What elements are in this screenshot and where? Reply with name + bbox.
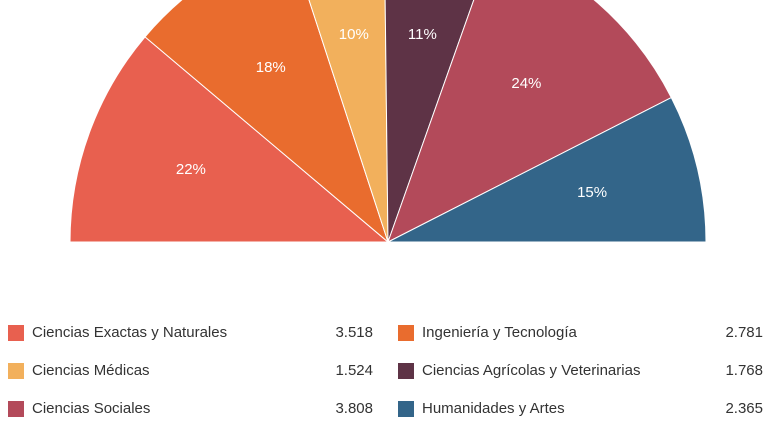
- legend-label: Ciencias Agrícolas y Veterinarias: [422, 362, 640, 379]
- slice-label: 11%: [408, 26, 437, 43]
- legend-swatch: [8, 325, 24, 341]
- pie-slice: [387, 0, 673, 244]
- legend-label: Ciencias Sociales: [32, 400, 150, 417]
- legend-swatch: [398, 363, 414, 379]
- legend-swatch: [8, 363, 24, 379]
- slice-label: 15%: [577, 184, 607, 201]
- legend-value: 1.524: [335, 362, 373, 379]
- slice-label: 18%: [256, 59, 286, 76]
- legend-value: 2.365: [725, 400, 763, 417]
- legend-label: Ciencias Exactas y Naturales: [32, 324, 227, 341]
- legend-label: Humanidades y Artes: [422, 400, 565, 417]
- legend-swatch: [398, 325, 414, 341]
- legend-value: 1.768: [725, 362, 763, 379]
- legend-swatch: [8, 401, 24, 417]
- pie-slice: [387, 96, 707, 243]
- pie-slice: [384, 0, 475, 243]
- legend-value: 3.518: [335, 324, 373, 341]
- slice-label: 24%: [511, 75, 541, 92]
- legend-swatch: [398, 401, 414, 417]
- legend-label: Ingeniería y Tecnología: [422, 324, 577, 341]
- legend-value: 2.781: [725, 324, 763, 341]
- legend-label: Ciencias Médicas: [32, 362, 150, 379]
- slice-label: 22%: [176, 161, 206, 178]
- pie-slice: [69, 36, 390, 243]
- legend-value: 3.808: [335, 400, 373, 417]
- pie-slice: [308, 0, 389, 243]
- slice-label: 10%: [339, 26, 369, 43]
- pie-slice: [144, 0, 390, 244]
